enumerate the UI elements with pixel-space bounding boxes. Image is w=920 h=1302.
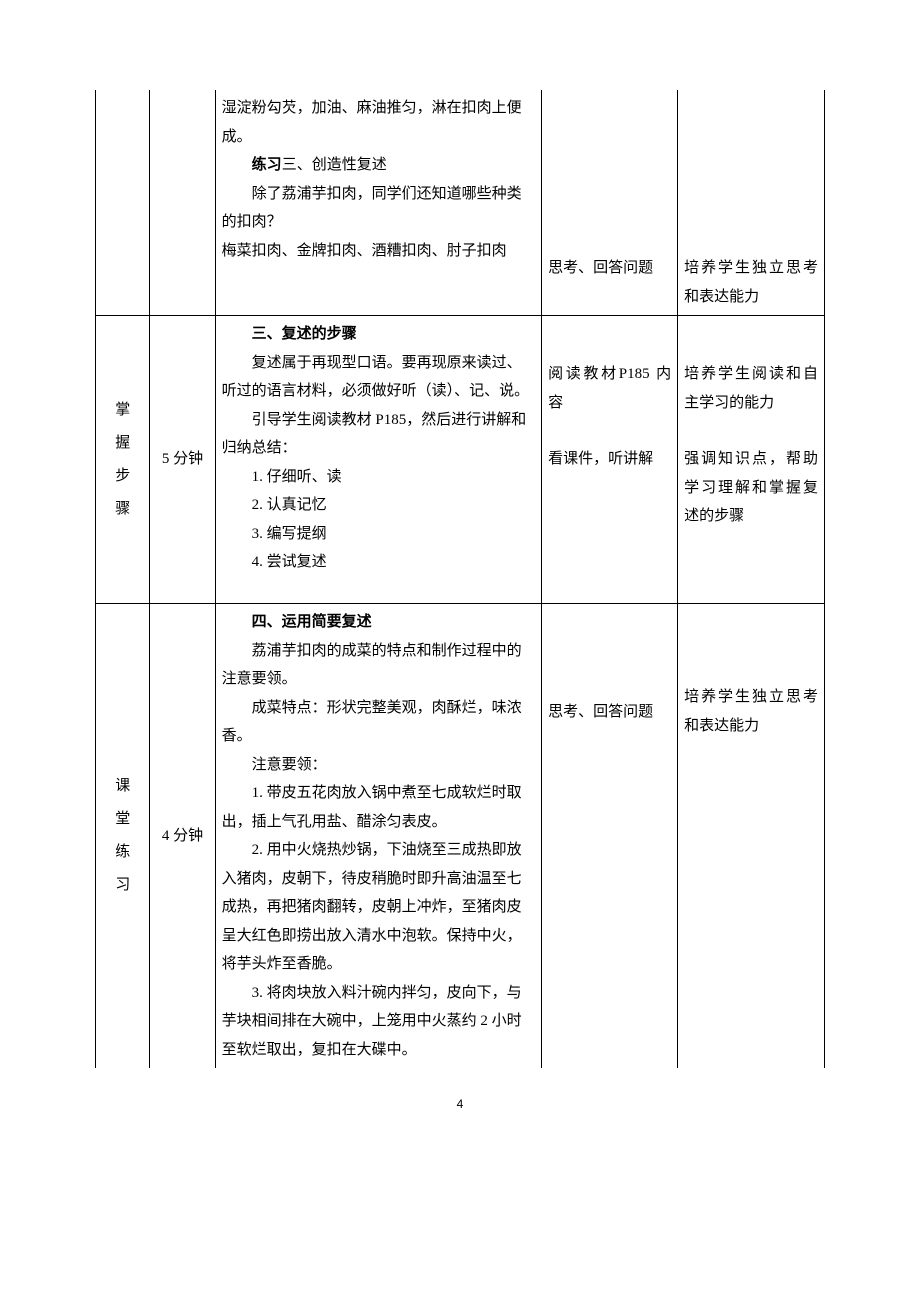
paragraph: 湿淀粉勾芡，加油、麻油推匀，淋在扣肉上便成。 [222,94,535,151]
purpose-cell: 培养学生阅读和自主学习的能力 强调知识点，帮助学习理解和掌握复述的步骤 [678,316,825,604]
section-heading: 三、复述的步骤 [222,320,535,349]
paragraph: 练习三、创造性复述 [222,151,535,180]
table-row: 掌 握 步 骤 5 分钟 三、复述的步骤 复述属于再现型口语。要再现原来读过、听… [96,316,825,604]
section-label-char: 习 [115,869,130,902]
duration-cell: 5 分钟 [150,316,215,604]
purpose-cell: 培养学生独立思考和表达能力 [678,604,825,1069]
list-item: 4. 尝试复述 [222,548,535,577]
section-label-char: 练 [115,836,130,869]
row-label-cell: 掌 握 步 骤 [96,316,150,604]
paragraph: 梅菜扣肉、金牌扣肉、酒糟扣肉、肘子扣肉 [222,237,535,266]
exercise-label: 练习 [252,157,282,173]
student-activity-cell: 思考、回答问题 [542,604,678,1069]
content-cell: 三、复述的步骤 复述属于再现型口语。要再现原来读过、听过的语言材料，必须做好听（… [215,316,541,604]
paragraph: 引导学生阅读教材 P185，然后进行讲解和归纳总结： [222,406,535,463]
paragraph: 1. 带皮五花肉放入锅中煮至七成软烂时取出，插上气孔用盐、醋涂匀表皮。 [222,779,535,836]
table-row: 湿淀粉勾芡，加油、麻油推匀，淋在扣肉上便成。 练习三、创造性复述 除了荔浦芋扣肉… [96,90,825,316]
row-label-cell [96,90,150,316]
list-item: 3. 编写提纲 [222,520,535,549]
purpose-text: 培养学生独立思考和表达能力 [684,254,818,311]
paragraph: 2. 用中火烧热炒锅，下油烧至三成热即放入猪肉，皮朝下，待皮稍脆时即升高油温至七… [222,836,535,979]
student-activity: 看课件，听讲解 [548,445,671,474]
paragraph: 3. 将肉块放入料汁碗内拌匀，皮向下，与芋块相间排在大碗中，上笼用中火蒸约 2 … [222,979,535,1065]
lesson-plan-table: 湿淀粉勾芡，加油、麻油推匀，淋在扣肉上便成。 练习三、创造性复述 除了荔浦芋扣肉… [95,90,825,1068]
section-label-char: 步 [115,460,130,493]
content-cell: 四、运用简要复述 荔浦芋扣肉的成菜的特点和制作过程中的注意要领。 成菜特点：形状… [215,604,541,1069]
paragraph: 除了荔浦芋扣肉，同学们还知道哪些种类的扣肉？ [222,180,535,237]
page-number: 4 [95,1093,825,1116]
student-activity-cell: 思考、回答问题 [542,90,678,316]
student-activity: 思考、回答问题 [548,698,671,727]
section-label-char: 握 [115,427,130,460]
duration: 5 分钟 [156,445,208,474]
duration-cell: 4 分钟 [150,604,215,1069]
paragraph: 注意要领： [222,751,535,780]
paragraph: 成菜特点：形状完整美观，肉酥烂，味浓香。 [222,694,535,751]
list-item: 1. 仔细听、读 [222,463,535,492]
paragraph: 复述属于再现型口语。要再现原来读过、听过的语言材料，必须做好听（读）、记、说。 [222,349,535,406]
paragraph: 荔浦芋扣肉的成菜的特点和制作过程中的注意要领。 [222,637,535,694]
section-label-char: 骤 [115,493,130,526]
student-activity: 思考、回答问题 [548,254,671,283]
purpose-text: 培养学生独立思考和表达能力 [684,683,818,740]
student-activity-cell: 阅读教材P185 内容 看课件，听讲解 [542,316,678,604]
duration: 4 分钟 [156,822,208,851]
section-heading: 四、运用简要复述 [222,608,535,637]
student-activity: 阅读教材P185 内容 [548,360,671,417]
purpose-text: 培养学生阅读和自主学习的能力 [684,360,818,417]
purpose-text: 强调知识点，帮助学习理解和掌握复述的步骤 [684,445,818,531]
section-label-char: 堂 [115,803,130,836]
purpose-cell: 培养学生独立思考和表达能力 [678,90,825,316]
duration-cell [150,90,215,316]
content-cell: 湿淀粉勾芡，加油、麻油推匀，淋在扣肉上便成。 练习三、创造性复述 除了荔浦芋扣肉… [215,90,541,316]
section-label-char: 掌 [115,394,130,427]
table-row: 课 堂 练 习 4 分钟 四、运用简要复述 荔浦芋扣肉的成菜的特点和制作过程中的… [96,604,825,1069]
row-label-cell: 课 堂 练 习 [96,604,150,1069]
list-item: 2. 认真记忆 [222,491,535,520]
exercise-title: 三、创造性复述 [282,157,387,173]
section-label-char: 课 [115,770,130,803]
